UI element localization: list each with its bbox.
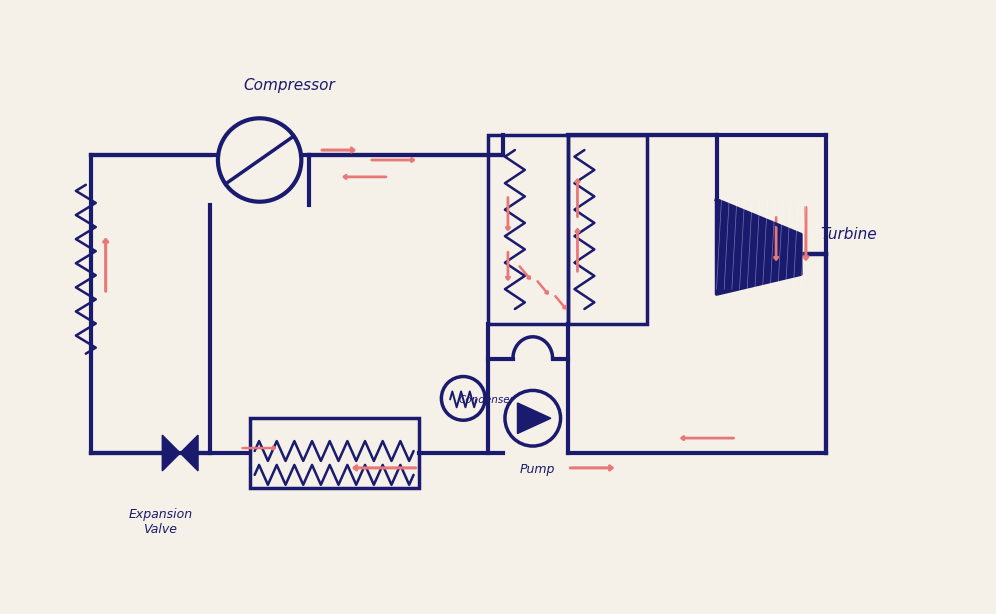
Text: Expansion
Valve: Expansion Valve	[128, 508, 192, 535]
Bar	[488, 135, 568, 324]
Text: Compressor: Compressor	[244, 79, 336, 93]
Text: Turbine: Turbine	[821, 227, 877, 242]
Text: Condenser: Condenser	[458, 395, 514, 405]
Bar	[250, 418, 418, 488]
Polygon shape	[518, 403, 551, 433]
Bar	[568, 135, 647, 324]
Polygon shape	[716, 200, 801, 294]
Polygon shape	[180, 435, 198, 471]
Polygon shape	[162, 435, 180, 471]
Text: Pump: Pump	[520, 463, 556, 476]
